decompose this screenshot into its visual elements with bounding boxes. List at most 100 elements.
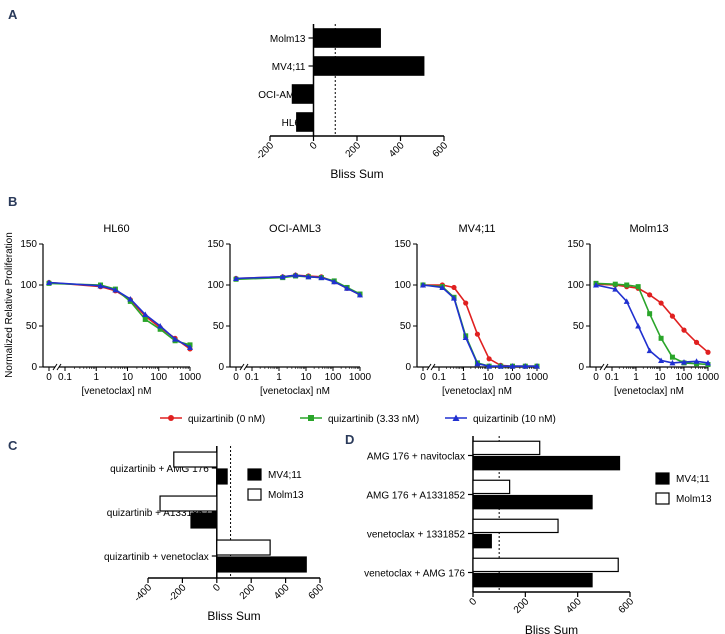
y-tick-label: 150	[567, 239, 584, 250]
bar-HL60	[296, 112, 314, 132]
x-tick-label: -200	[167, 582, 189, 604]
x-tick-label: 600	[431, 140, 451, 160]
x-tick-label: 100	[504, 372, 521, 383]
x-tick-label: 1	[461, 372, 467, 383]
point-quizartinib (0 nM)	[474, 331, 481, 337]
x-tick-label: 100	[150, 372, 167, 383]
bar-Molm13-AMG 176 + navitoclax	[472, 440, 541, 456]
axis-break-mark	[603, 363, 609, 371]
x-tick-label: 1000	[349, 372, 372, 383]
point-quizartinib (10 nM)	[233, 275, 239, 281]
x-tick-label: 400	[387, 140, 407, 160]
x-tick-label: 0	[211, 582, 223, 594]
point-quizartinib (3.33 nM)	[612, 281, 618, 287]
point-quizartinib (0 nM)	[658, 300, 664, 306]
y-tick-label: 0	[31, 362, 37, 373]
legend-label-quizartinib (0 nM): quizartinib (0 nM)	[188, 414, 265, 425]
point-quizartinib (10 nM)	[635, 323, 642, 329]
category-label: AMG 176 + navitoclax	[367, 452, 465, 463]
x-tick-label: 10	[300, 372, 312, 383]
x-tick-label: 1	[93, 372, 99, 383]
curve-quizartinib (10 nM)	[235, 274, 361, 296]
point-quizartinib (3.33 nM)	[142, 316, 148, 322]
bar-MV4;11-venetoclax + 1331852	[472, 533, 492, 549]
point-quizartinib (10 nM)	[97, 282, 104, 289]
bar-MV4;11-quizartinib + venetoclax	[216, 556, 307, 573]
bar-MV4;11-AMG 176 + A1331852	[472, 494, 593, 510]
category-label: AMG 176 + A1331852	[366, 491, 465, 502]
point-quizartinib (10 nM)	[474, 360, 481, 367]
bar-MV4;11	[313, 56, 425, 76]
x-axis-title: Bliss Sum	[525, 623, 578, 634]
bar-Molm13-quizartinib + AMG 176	[173, 451, 218, 468]
x-axis-title: Bliss Sum	[207, 609, 260, 623]
axis-break-mark	[599, 363, 605, 371]
category-label: quizartinib + A1331852	[107, 508, 209, 519]
point-quizartinib (10 nM)	[331, 278, 338, 285]
point-quizartinib (3.33 nM)	[624, 282, 630, 288]
point-quizartinib (0 nM)	[463, 300, 469, 306]
axis-break-mark	[243, 363, 249, 371]
x-tick-label: 200	[512, 596, 532, 616]
point-quizartinib (10 nM)	[46, 279, 52, 286]
x-axis-title: [venetoclax] nM	[614, 386, 684, 397]
axis-break-mark	[430, 363, 436, 371]
point-quizartinib (10 nM)	[112, 286, 119, 293]
x-tick-label: 400	[272, 582, 292, 602]
x-tick-label: -400	[132, 582, 154, 604]
point-quizartinib (10 nM)	[509, 363, 516, 369]
x-tick-label: 0	[308, 140, 320, 152]
point-quizartinib (0 nM)	[705, 349, 711, 355]
point-quizartinib (3.33 nM)	[658, 335, 664, 341]
point-quizartinib (3.33 nM)	[669, 354, 675, 360]
legend-label-quizartinib (3.33 nM): quizartinib (3.33 nM)	[328, 414, 419, 425]
point-quizartinib (10 nM)	[420, 282, 426, 288]
curve-quizartinib (3.33 nM)	[422, 284, 537, 367]
panel-letter-b: B	[8, 194, 17, 209]
x-tick-label: 10	[482, 372, 494, 383]
x-tick-label: 1	[633, 372, 639, 383]
point-quizartinib (10 nM)	[439, 284, 446, 290]
point-quizartinib (10 nM)	[612, 286, 619, 292]
x-tick-label: 10	[122, 372, 134, 383]
x-tick-label: 0.1	[58, 372, 72, 383]
axis-break-mark	[426, 363, 432, 371]
category-label: venetoclax + 1331852	[367, 530, 466, 541]
point-quizartinib (0 nM)	[486, 356, 492, 362]
x-tick-label: 0	[46, 372, 52, 383]
point-quizartinib (10 nM)	[451, 295, 458, 301]
bar-MV4;11-AMG 176 + navitoclax	[472, 455, 621, 471]
point-quizartinib (10 nM)	[292, 272, 299, 278]
axis-break-mark	[52, 363, 58, 371]
x-tick-label: 400	[564, 596, 584, 616]
point-quizartinib (10 nM)	[522, 363, 529, 369]
y-tick-label: 0	[218, 362, 224, 373]
curve-quizartinib (10 nM)	[422, 284, 537, 367]
point-quizartinib (10 nM)	[646, 347, 653, 354]
point-quizartinib (10 nM)	[658, 357, 665, 363]
point-quizartinib (10 nM)	[623, 298, 630, 304]
point-quizartinib (10 nM)	[344, 285, 351, 291]
y-tick-label: 50	[26, 321, 38, 332]
bar-MV4;11-quizartinib + AMG 176	[216, 468, 228, 485]
curve-quizartinib (0 nM)	[595, 283, 709, 353]
legend-label-MV4;11: MV4;11	[268, 470, 302, 481]
category-label: MV4;11	[272, 62, 306, 73]
legend-swatch-Molm13	[655, 492, 670, 505]
bar-OCI-AML3	[291, 84, 314, 104]
legend-marker-quizartinib (10 nM)	[452, 414, 460, 421]
x-tick-label: 0.1	[245, 372, 259, 383]
bar-MV4;11-quizartinib + A1331852	[190, 512, 218, 529]
point-quizartinib (0 nM)	[451, 284, 457, 291]
bar-Molm13	[313, 28, 381, 48]
y-tick-label: 100	[394, 280, 411, 291]
point-quizartinib (10 nM)	[357, 291, 363, 298]
point-quizartinib (10 nM)	[705, 359, 711, 366]
point-quizartinib (10 nM)	[693, 358, 700, 364]
curve-quizartinib (10 nM)	[595, 284, 709, 364]
point-quizartinib (10 nM)	[305, 273, 312, 280]
point-quizartinib (10 nM)	[462, 334, 469, 340]
x-tick-label: 10	[654, 372, 666, 383]
x-axis-title: Bliss Sum	[330, 167, 383, 181]
legend-swatch-Molm13	[247, 488, 262, 501]
